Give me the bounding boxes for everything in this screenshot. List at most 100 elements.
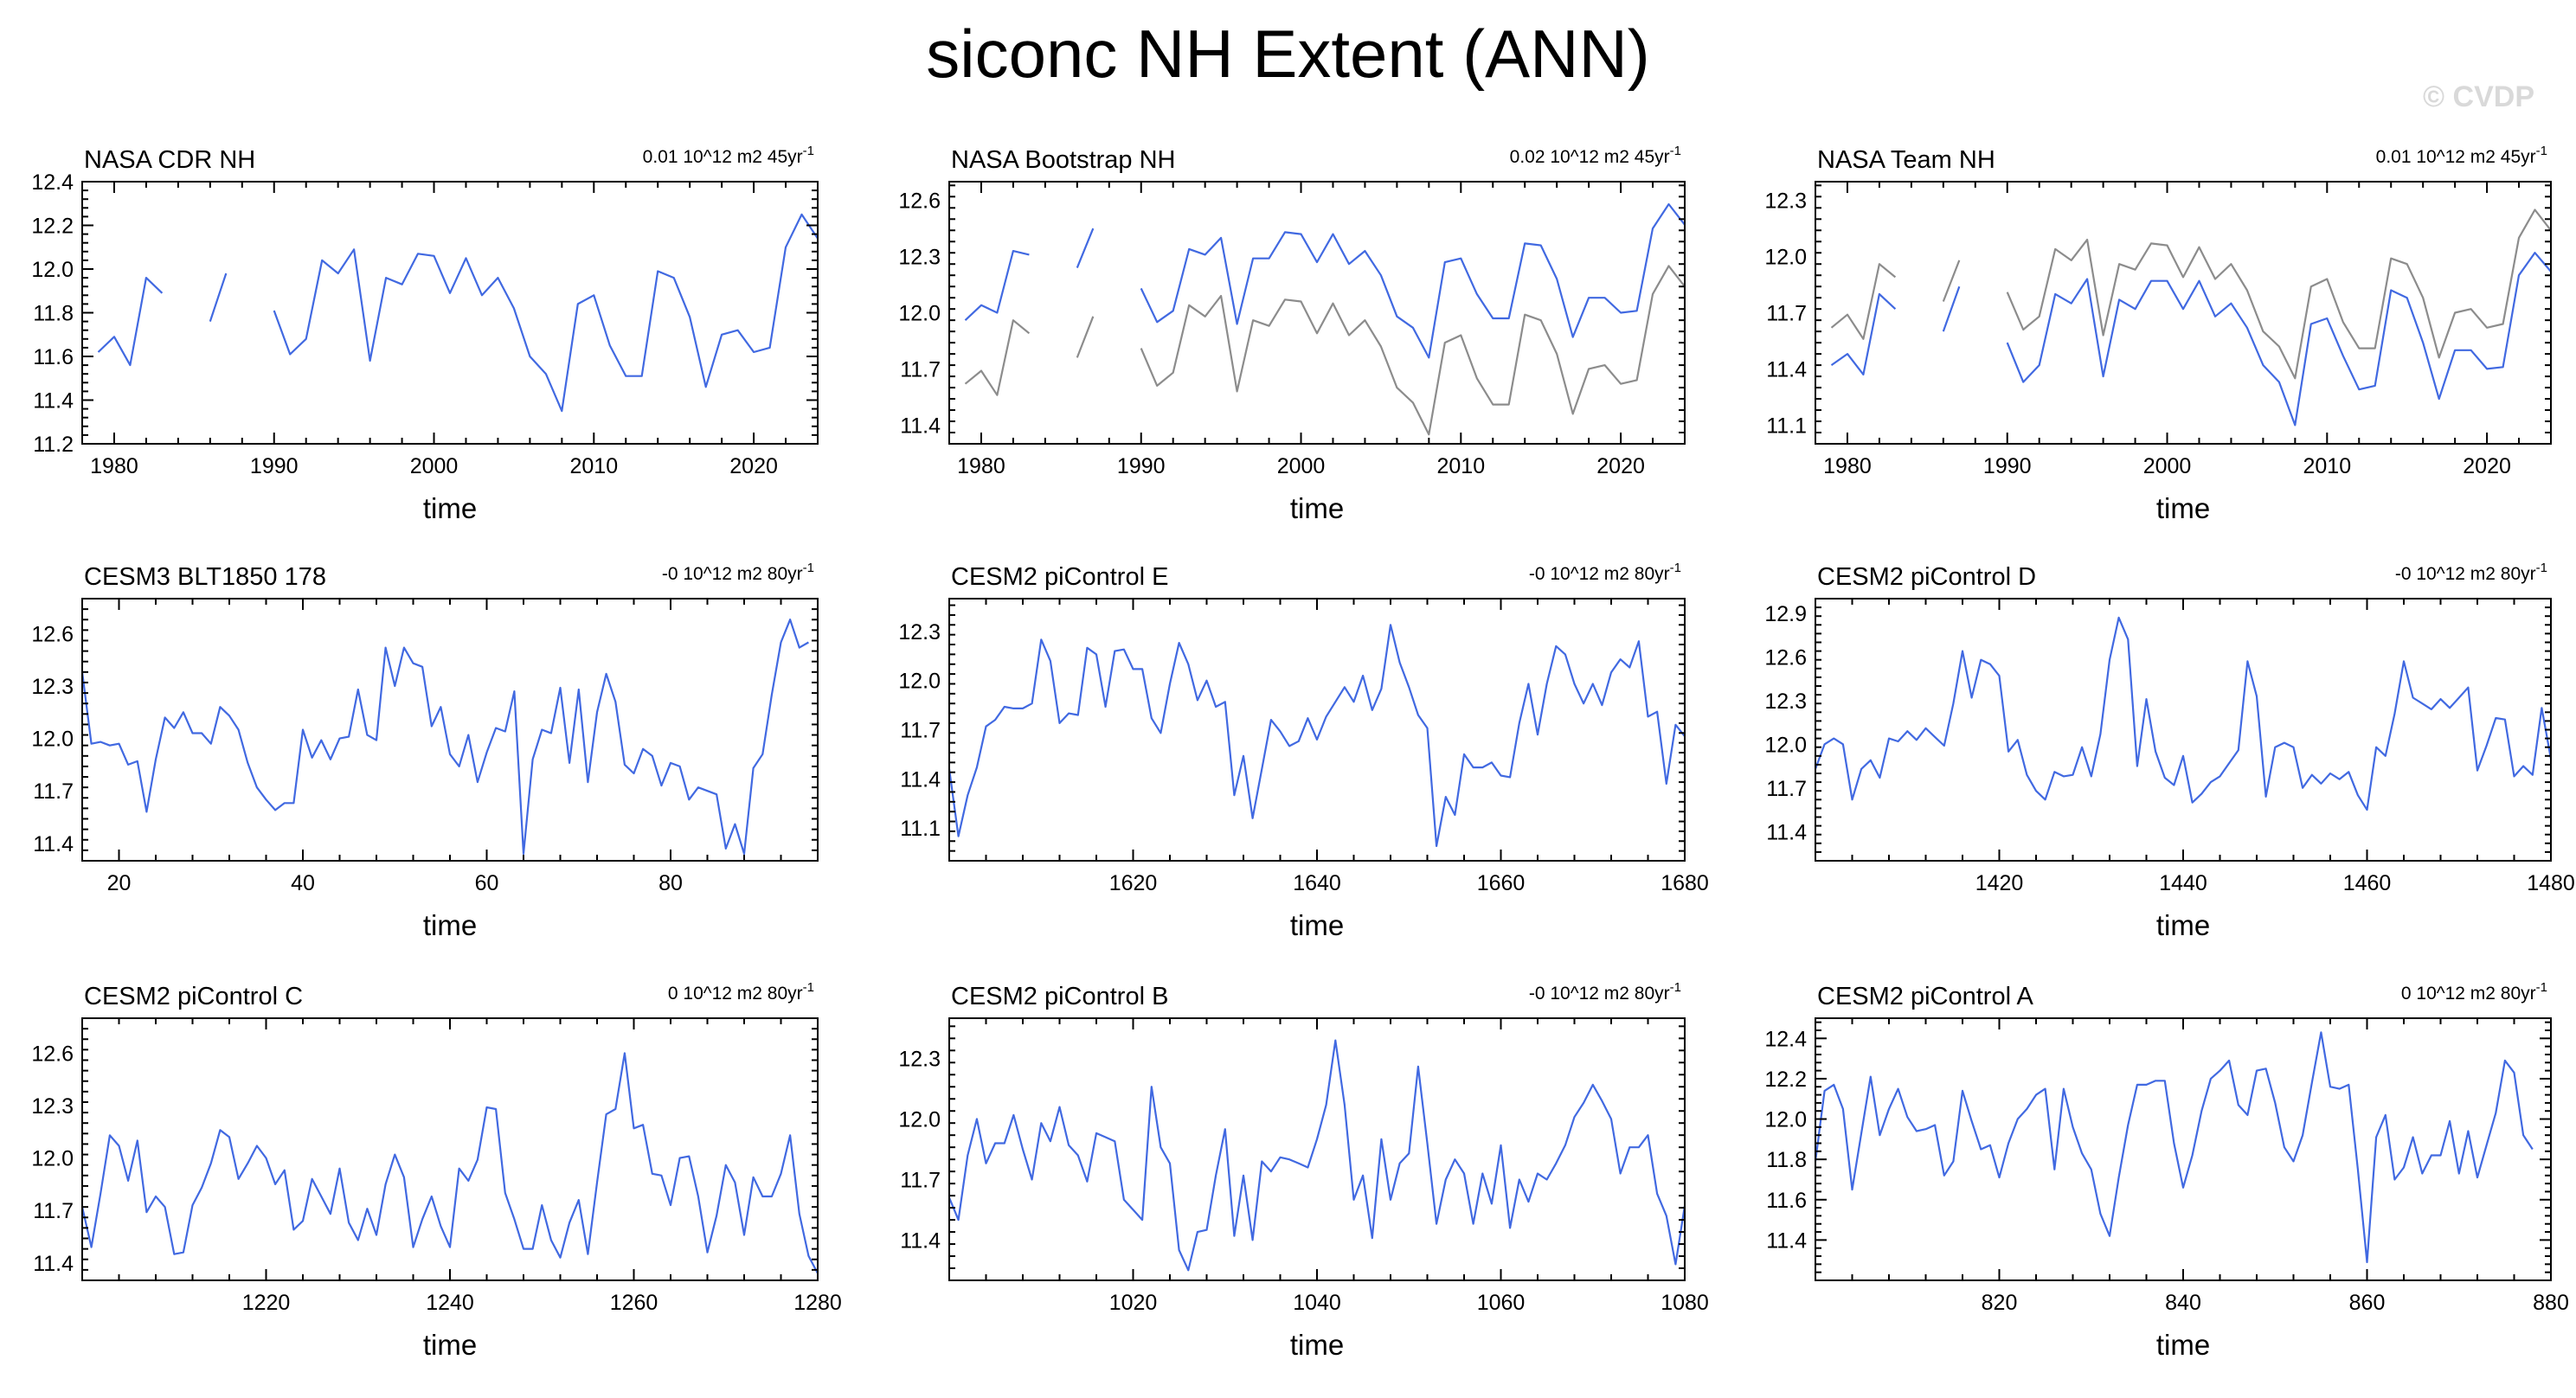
chart-panel: CESM3 BLT1850 178 -0 10^12 m2 80yr-1 11.4 1…: [31, 561, 819, 941]
trend-text: 0.01 10^12 m2 45yr: [2376, 147, 2536, 167]
plot-frame: [1815, 1017, 2552, 1281]
chart-panel: CESM2 piControl D -0 10^12 m2 80yr-1 11.4 1…: [1764, 561, 2574, 941]
x-tick-label: 2010: [1436, 454, 1485, 478]
data-series-line: [1814, 1031, 2534, 1264]
x-tick-label: 1080: [1661, 1291, 1709, 1315]
trend-label: 0.01 10^12 m2 45yr-1: [2376, 144, 2547, 167]
trend-superscript: -1: [1670, 980, 1681, 995]
x-tick-label: 1990: [1117, 454, 1166, 478]
x-tick-label: 1420: [1975, 871, 2024, 895]
panel-title: CESM2 piControl C: [84, 983, 303, 1010]
data-series-line: [1830, 252, 2552, 426]
y-tick-label: 11.4: [900, 414, 941, 438]
y-tick-label: 12.3: [31, 1094, 74, 1119]
trend-text: 0 10^12 m2 80yr: [668, 984, 803, 1004]
x-tick-label: 1020: [1109, 1291, 1158, 1315]
trend-superscript: -1: [803, 980, 814, 995]
x-tick-label: 2020: [1596, 454, 1645, 478]
data-series-line: [1830, 208, 2552, 380]
y-tick-label: 11.6: [33, 345, 74, 369]
y-tick-label: 11.8: [33, 302, 74, 326]
y-tick-label: 12.4: [31, 170, 74, 195]
plot-frame: [81, 598, 819, 862]
y-tick-label: 12.0: [1764, 1108, 1807, 1132]
y-tick-label: 12.4: [1764, 1027, 1807, 1051]
chart-panel: NASA Team NH 0.01 10^12 m2 45yr-1 11.1 11.4…: [1764, 144, 2552, 524]
x-tick-label: 1620: [1109, 871, 1158, 895]
y-tick-label: 11.4: [33, 832, 74, 856]
figure-title: siconc NH Extent (ANN): [926, 16, 1650, 92]
y-tick-label: 12.0: [898, 1108, 941, 1132]
y-tick-label: 11.7: [1766, 777, 1807, 801]
trend-label: -0 10^12 m2 80yr-1: [662, 561, 814, 584]
x-axis-label: time: [2156, 492, 2210, 524]
x-tick-label: 60: [475, 871, 499, 895]
x-tick-label: 2020: [2463, 454, 2511, 478]
chart-panel: CESM2 piControl B -0 10^12 m2 80yr-1 11.4 1…: [898, 980, 1708, 1361]
chart-panel: CESM2 piControl E -0 10^12 m2 80yr-1 11.1 1…: [898, 561, 1708, 941]
x-axis-label: time: [423, 1329, 477, 1361]
x-tick-label: 2000: [410, 454, 459, 478]
y-tick-label: 12.2: [31, 215, 74, 239]
y-tick-label: 12.2: [1764, 1068, 1807, 1092]
y-tick-label: 12.0: [898, 670, 941, 694]
chart-panel: NASA CDR NH 0.01 10^12 m2 45yr-1 11.2 11.4 1…: [31, 144, 819, 524]
chart-panel: CESM2 piControl C 0 10^12 m2 80yr-1 11.4 11…: [31, 980, 841, 1361]
x-axis-label: time: [1290, 1329, 1344, 1361]
trend-superscript: -1: [2536, 144, 2547, 158]
y-tick-label: 11.7: [900, 1168, 941, 1192]
trend-text: -0 10^12 m2 80yr: [662, 564, 803, 584]
y-tick-label: 12.3: [1764, 689, 1807, 714]
trend-superscript: -1: [803, 561, 814, 575]
x-tick-label: 40: [291, 871, 315, 895]
y-tick-label: 12.6: [1764, 645, 1807, 670]
trend-label: 0.01 10^12 m2 45yr-1: [643, 144, 814, 167]
y-tick-label: 12.6: [31, 622, 74, 646]
y-tick-label: 12.3: [898, 246, 941, 270]
x-tick-label: 2000: [2143, 454, 2192, 478]
y-tick-label: 11.4: [33, 389, 74, 414]
y-tick-label: 12.3: [898, 620, 941, 644]
trend-superscript: -1: [2536, 561, 2547, 575]
x-tick-label: 1240: [426, 1291, 474, 1315]
x-axis-label: time: [423, 492, 477, 524]
y-tick-label: 11.2: [33, 433, 74, 457]
panel-title: NASA Bootstrap NH: [951, 146, 1176, 174]
panel-title: CESM2 piControl D: [1817, 563, 2036, 591]
trend-label: -0 10^12 m2 80yr-1: [2395, 561, 2547, 584]
plot-frame: [948, 181, 1686, 445]
trend-label: 0 10^12 m2 80yr-1: [668, 980, 814, 1004]
data-series-line: [948, 624, 1686, 848]
x-axis-label: time: [423, 909, 477, 941]
plot-frame: [1815, 181, 2552, 445]
data-series-line: [97, 213, 819, 413]
x-tick-label: 1980: [1823, 454, 1872, 478]
chart-panel: NASA Bootstrap NH 0.02 10^12 m2 45yr-1 11.…: [898, 144, 1686, 524]
x-tick-label: 1980: [90, 454, 138, 478]
data-series-line: [80, 1052, 819, 1274]
y-tick-label: 11.4: [1766, 820, 1807, 844]
y-tick-label: 11.4: [900, 1228, 941, 1253]
y-tick-label: 12.0: [31, 1147, 74, 1171]
panel-title: NASA Team NH: [1817, 146, 1995, 174]
y-tick-label: 12.6: [31, 1042, 74, 1066]
plot-frame: [948, 1017, 1686, 1281]
x-tick-label: 2010: [569, 454, 618, 478]
x-axis-label: time: [2156, 1329, 2210, 1361]
panel-title: NASA CDR NH: [84, 146, 255, 174]
y-tick-label: 11.4: [33, 1252, 74, 1276]
y-tick-label: 12.0: [1764, 246, 1807, 270]
x-tick-label: 1680: [1661, 871, 1709, 895]
chart-panel: CESM2 piControl A 0 10^12 m2 80yr-1 11.4 11…: [1764, 980, 2569, 1361]
y-tick-label: 11.7: [33, 779, 74, 804]
x-tick-label: 80: [658, 871, 683, 895]
trend-label: 0.02 10^12 m2 45yr-1: [1510, 144, 1681, 167]
x-tick-label: 1280: [793, 1291, 842, 1315]
y-tick-label: 11.1: [900, 817, 941, 841]
trend-label: -0 10^12 m2 80yr-1: [1529, 561, 1681, 584]
x-tick-label: 860: [2349, 1291, 2386, 1315]
trend-superscript: -1: [1670, 561, 1681, 575]
trend-superscript: -1: [2536, 980, 2547, 995]
x-tick-label: 840: [2165, 1291, 2201, 1315]
data-series-line: [1814, 616, 2553, 811]
